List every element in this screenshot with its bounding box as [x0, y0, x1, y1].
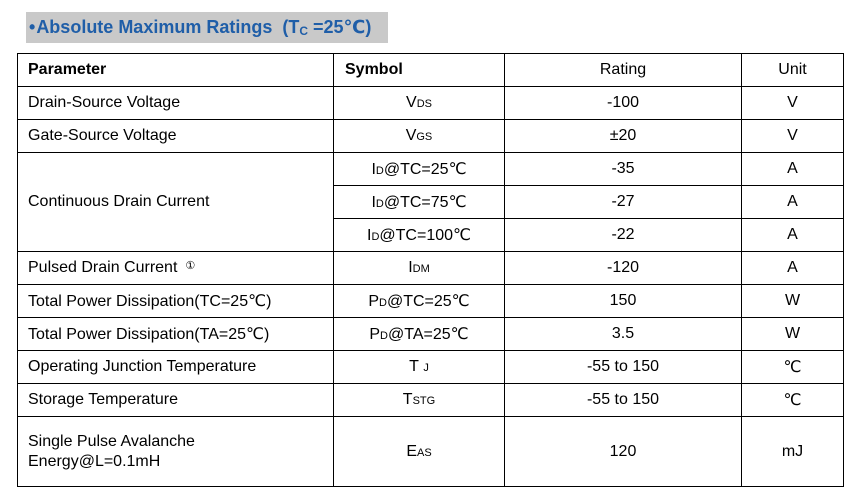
symbol-cell: T J — [333, 350, 505, 384]
symbol-cell: PD@TA=25℃ — [333, 317, 505, 351]
symbol-suffix: @TC=75℃ — [383, 194, 467, 211]
unit-cell: mJ — [741, 416, 844, 487]
table-row: Total Power Dissipation(TA=25℃) PD@TA=25… — [17, 317, 844, 351]
table-row: Operating Junction Temperature T J -55 t… — [17, 350, 844, 384]
symbol-cell: VDS — [333, 86, 505, 120]
symbol-cell: PD@TC=25℃ — [333, 284, 505, 318]
symbol-sub: STG — [412, 395, 436, 407]
parameter-cell: Total Power Dissipation(TC=25℃) — [17, 284, 334, 318]
unit-cell: W — [741, 317, 844, 351]
title-condition: (TC =25℃) — [282, 17, 371, 38]
symbol-sub: DM — [412, 263, 430, 275]
symbol-suffix: @TA=25℃ — [388, 326, 469, 343]
symbol-main: T — [409, 358, 419, 375]
symbol-main: V — [405, 127, 417, 144]
unit-cell: V — [741, 86, 844, 120]
rating-cell: ±20 — [504, 119, 742, 153]
parameter-line-1: Single Pulse Avalanche — [28, 432, 195, 450]
symbol-sub: D — [371, 231, 380, 243]
symbol-main: I — [371, 161, 376, 178]
ratings-table: Parameter Symbol Rating Unit Drain-Sourc… — [17, 53, 844, 487]
rating-cell: -55 to 150 — [504, 383, 742, 417]
parameter-cell: Operating Junction Temperature — [17, 350, 334, 384]
parameter-cell: Single Pulse Avalanche Energy@L=0.1mH — [17, 416, 334, 487]
symbol-sub: DS — [416, 98, 432, 110]
rating-cell: -35 — [504, 152, 742, 186]
unit-cell: ℃ — [741, 350, 844, 384]
symbol-suffix: @TC=25℃ — [383, 161, 467, 178]
symbol-suffix: @TC=100℃ — [379, 227, 471, 244]
unit-cell: A — [741, 218, 844, 252]
table-row: Gate-Source Voltage VGS ±20 V — [17, 119, 844, 153]
symbol-sub: D — [380, 330, 388, 342]
symbol-suffix: @TC=25℃ — [386, 293, 470, 310]
symbol-cell: EAS — [333, 416, 505, 487]
unit-cell: A — [741, 152, 844, 186]
unit-cell: A — [741, 251, 844, 285]
symbol-cell: TSTG — [333, 383, 505, 417]
symbol-sub: AS — [416, 446, 432, 459]
unit-cell: V — [741, 119, 844, 153]
header-row: Parameter Symbol Rating Unit — [17, 53, 844, 87]
parameter-text: Pulsed Drain Current — [28, 259, 178, 276]
title-condition-rest: =25℃) — [308, 17, 372, 37]
section-title: • Absolute Maximum Ratings (TC =25℃) — [26, 12, 388, 43]
symbol-main: I — [367, 227, 372, 244]
symbol-cell: ID@TC=25℃ — [333, 152, 505, 186]
table-row: Single Pulse Avalanche Energy@L=0.1mH EAS… — [17, 416, 844, 487]
symbol-sub: GS — [416, 131, 433, 143]
unit-cell: W — [741, 284, 844, 318]
rating-cell: 150 — [504, 284, 742, 318]
title-text: Absolute Maximum Ratings — [36, 17, 273, 37]
symbol-main: I — [371, 194, 376, 211]
table-row: ID@TC=100℃ -22 A — [18, 218, 844, 252]
symbol-main: E — [406, 442, 417, 460]
parameter-cell: Storage Temperature — [17, 383, 334, 417]
parameter-cell: Total Power Dissipation(TA=25℃) — [17, 317, 334, 351]
symbol-cell: ID@TC=100℃ — [333, 218, 505, 252]
parameter-cell: Gate-Source Voltage — [17, 119, 334, 153]
symbol-sub: J — [423, 362, 429, 374]
symbol-main: V — [406, 94, 417, 111]
symbol-sub: D — [375, 165, 384, 177]
symbol-cell: ID@TC=75℃ — [333, 185, 505, 219]
rating-cell: 120 — [504, 416, 742, 487]
rating-cell: 3.5 — [504, 317, 742, 351]
symbol-cell: IDM — [333, 251, 505, 285]
table-row: Pulsed Drain Current ① IDM -120 A — [17, 251, 844, 285]
symbol-main: P — [368, 293, 380, 310]
table-row: Total Power Dissipation(TC=25℃) PD@TC=25… — [17, 284, 844, 318]
title-condition-sub: C — [299, 24, 309, 38]
table-row: Continuous Drain Current ID@TC=25℃ -35 A — [17, 152, 844, 252]
header-unit: Unit — [741, 53, 844, 87]
table-row: Storage Temperature TSTG -55 to 150 ℃ — [17, 383, 844, 417]
parameter-line-2: Energy@L=0.1mH — [28, 452, 161, 470]
rating-cell: -27 — [504, 185, 742, 219]
symbol-sub: D — [379, 297, 387, 309]
header-rating: Rating — [504, 53, 742, 87]
symbol-main: I — [408, 259, 413, 276]
title-bullet: • — [29, 17, 36, 37]
symbol-main: P — [369, 326, 381, 343]
rating-cell: -55 to 150 — [504, 350, 742, 384]
header-symbol: Symbol — [333, 53, 505, 87]
rating-cell: -22 — [504, 218, 742, 252]
rating-cell: -120 — [504, 251, 742, 285]
unit-cell: ℃ — [741, 383, 844, 417]
symbol-cell: VGS — [333, 119, 505, 153]
title-condition-open: (T — [282, 17, 300, 37]
note-marker: ① — [185, 260, 196, 272]
symbol-main: T — [402, 391, 413, 408]
parameter-cell: Continuous Drain Current — [17, 152, 334, 252]
symbol-sub: D — [375, 198, 384, 210]
rating-cell: -100 — [504, 86, 742, 120]
table-row: Drain-Source Voltage VDS -100 V — [17, 86, 844, 120]
parameter-cell: Pulsed Drain Current ① — [17, 251, 334, 285]
unit-cell: A — [741, 185, 844, 219]
parameter-cell: Drain-Source Voltage — [17, 86, 334, 120]
header-parameter: Parameter — [17, 53, 334, 87]
